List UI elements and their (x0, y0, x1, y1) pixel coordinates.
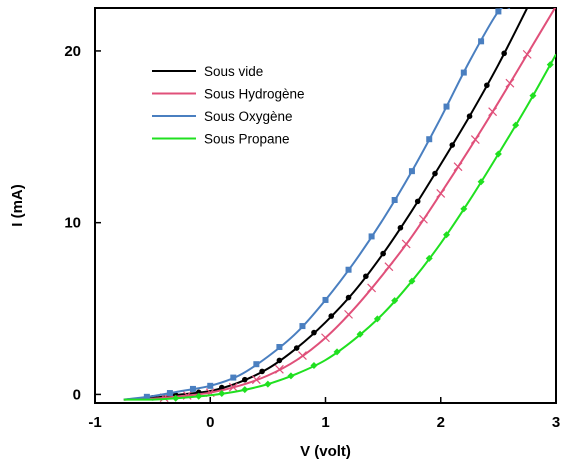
data-point (453, 162, 463, 172)
x-axis-title: V (volt) (300, 443, 351, 460)
data-point (328, 313, 335, 319)
series-line (123, 8, 511, 401)
data-point (443, 231, 451, 239)
series-layer (123, 8, 556, 403)
data-point (367, 283, 377, 293)
data-point (414, 198, 421, 205)
y-tick-label: 10 (64, 215, 81, 232)
data-point (368, 233, 375, 240)
data-point (218, 384, 225, 391)
data-point (425, 254, 433, 262)
axes: -1 0 1 2 3 0 10 20 (64, 7, 560, 431)
data-point (466, 113, 473, 119)
data-point (276, 344, 283, 351)
data-point (172, 394, 180, 402)
data-point (488, 107, 498, 117)
data-point (484, 82, 490, 89)
series-line (123, 53, 556, 401)
data-point (293, 345, 300, 351)
data-point (397, 225, 404, 231)
legend-label-2: Sous Oxygène (204, 109, 293, 124)
data-point (419, 214, 428, 224)
data-point (299, 323, 306, 330)
data-point (345, 294, 352, 301)
data-point (512, 121, 520, 129)
legend: Sous vide Sous Hydrogène Sous Oxygène Sous … (152, 64, 305, 147)
data-point (478, 38, 485, 45)
y-tick-label: 0 (73, 386, 81, 403)
data-point (345, 266, 352, 273)
data-point (546, 61, 554, 69)
data-point (373, 315, 381, 323)
data-point (311, 329, 317, 336)
legend-label-1: Sous Hydrogène (204, 87, 305, 102)
data-point (391, 197, 398, 204)
data-point (344, 309, 353, 319)
plot-frame (94, 7, 557, 404)
data-point (253, 361, 260, 368)
data-point (494, 150, 502, 158)
data-point (477, 178, 485, 186)
data-point (363, 273, 369, 280)
data-point (505, 78, 515, 88)
data-point (356, 330, 364, 338)
legend-label-0: Sous vide (204, 64, 263, 79)
data-point (251, 375, 261, 385)
data-point (380, 250, 386, 257)
data-point (522, 49, 532, 59)
data-point (241, 386, 249, 394)
data-point (391, 297, 399, 305)
data-point (218, 390, 226, 398)
x-tick-label: 1 (321, 414, 329, 431)
data-point (228, 382, 238, 392)
x-tick-label: 3 (552, 414, 560, 431)
data-point (384, 262, 394, 272)
data-point (470, 135, 480, 144)
data-point (460, 205, 468, 213)
data-point (460, 69, 467, 76)
data-point (443, 103, 450, 110)
data-point (166, 390, 173, 397)
data-point (242, 376, 248, 383)
data-point (501, 50, 507, 57)
data-point (432, 170, 438, 177)
data-point (259, 368, 265, 375)
y-axis-title: I (mA) (9, 184, 26, 227)
x-tick-label: 0 (206, 414, 214, 431)
data-point (274, 364, 284, 374)
data-point (321, 333, 330, 343)
data-point (189, 385, 196, 392)
data-point (449, 142, 456, 148)
series-line (123, 8, 556, 401)
data-point (426, 136, 433, 143)
x-tick-label: -1 (88, 414, 101, 431)
x-tick-label: 2 (437, 414, 445, 431)
data-point (408, 168, 415, 175)
data-point (298, 351, 307, 361)
data-point (322, 296, 329, 303)
data-point (230, 374, 237, 381)
y-tick-label: 20 (64, 43, 81, 60)
data-point (529, 92, 537, 100)
data-point (310, 362, 318, 370)
legend-label-3: Sous Propane (204, 132, 290, 147)
data-point (276, 357, 283, 364)
series-3 (123, 53, 556, 402)
series-2 (123, 8, 511, 401)
data-point (495, 8, 502, 15)
data-point (401, 239, 411, 249)
data-point (333, 348, 341, 356)
data-point (408, 277, 416, 285)
data-point (195, 392, 203, 400)
data-point (207, 382, 214, 389)
data-point (264, 380, 272, 388)
data-point (143, 393, 150, 400)
data-point (436, 189, 446, 198)
series-1 (123, 8, 556, 403)
data-point (287, 372, 295, 380)
